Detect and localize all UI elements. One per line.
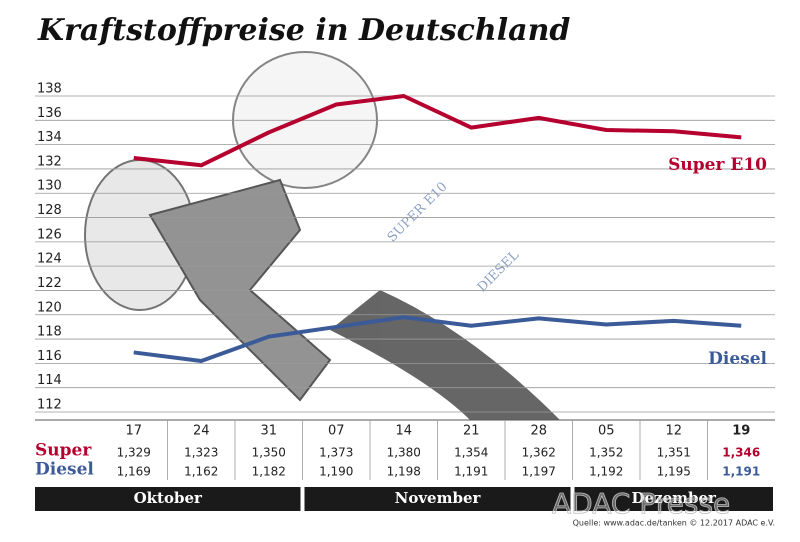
- y-tick-label: 120: [37, 300, 62, 315]
- value-label: 1,380: [387, 446, 421, 460]
- value-label: 1,192: [589, 465, 623, 479]
- value-label: 1,162: [184, 465, 218, 479]
- month-label: November: [395, 489, 482, 507]
- x-tick-label: 14: [395, 424, 412, 439]
- x-tick-label: 12: [665, 424, 682, 439]
- x-tick-label: 28: [530, 424, 547, 439]
- illustration-label: DIESEL: [475, 248, 523, 296]
- x-tick-label: 19: [732, 424, 750, 439]
- month-label: Oktober: [134, 489, 203, 507]
- x-tick-label: 05: [598, 424, 615, 439]
- y-tick-label: 118: [37, 325, 62, 340]
- value-label: 1,182: [252, 465, 286, 479]
- month-bar: [35, 487, 301, 511]
- y-tick-label: 126: [37, 227, 62, 242]
- value-label: 1,352: [589, 446, 623, 460]
- chart-title: Kraftstoffpreise in Deutschland: [37, 13, 570, 48]
- y-tick-label: 132: [37, 154, 62, 169]
- value-label: 1,373: [319, 446, 353, 460]
- series-line: [133, 94, 742, 168]
- illustration: [84, 51, 560, 420]
- y-tick-label: 134: [37, 130, 62, 145]
- x-tick-label: 24: [193, 424, 210, 439]
- y-tick-label: 122: [37, 276, 62, 291]
- value-label: 1,198: [387, 465, 421, 479]
- value-label: 1,191: [454, 465, 488, 479]
- value-label: 1,346: [722, 446, 760, 460]
- y-tick-label: 114: [37, 373, 62, 388]
- y-tick-label: 112: [37, 398, 62, 413]
- month-bar: [574, 487, 773, 511]
- source: Quelle: www.adac.de/tanken © 12.2017 ADA…: [573, 519, 775, 528]
- x-tick-label: 17: [125, 424, 142, 439]
- y-tick-label: 130: [37, 179, 62, 194]
- month-bar: [304, 487, 571, 511]
- value-label: 1,169: [117, 465, 151, 479]
- series-line: [133, 315, 742, 363]
- month-label: Dezember: [632, 489, 718, 507]
- value-label: 1,195: [657, 465, 691, 479]
- value-label: 1,362: [522, 446, 556, 460]
- series-label: Diesel: [708, 349, 767, 369]
- x-tick-label: 21: [463, 424, 480, 439]
- value-label: 1,323: [184, 446, 218, 460]
- row-label: Diesel: [35, 460, 94, 480]
- nozzle: [148, 178, 332, 402]
- value-label: 1,350: [252, 446, 286, 460]
- y-tick-label: 138: [37, 82, 62, 97]
- y-tick-label: 136: [37, 106, 62, 121]
- value-label: 1,354: [454, 446, 488, 460]
- x-tick-label: 07: [328, 424, 345, 439]
- y-tick-label: 124: [37, 252, 62, 267]
- row-label: Super: [35, 441, 92, 461]
- watermark: ADAC Presse: [552, 487, 730, 520]
- value-label: 1,197: [522, 465, 556, 479]
- x-tick-label: 31: [260, 424, 277, 439]
- hose: [330, 290, 560, 420]
- value-label: 1,351: [657, 446, 691, 460]
- y-tick-label: 128: [37, 203, 62, 218]
- series-label: Super E10: [668, 155, 767, 175]
- value-label: 1,329: [117, 446, 151, 460]
- illustration-label: SUPER E10: [385, 179, 451, 245]
- y-tick-label: 116: [37, 349, 62, 364]
- value-label: 1,191: [722, 465, 760, 479]
- value-label: 1,190: [319, 465, 353, 479]
